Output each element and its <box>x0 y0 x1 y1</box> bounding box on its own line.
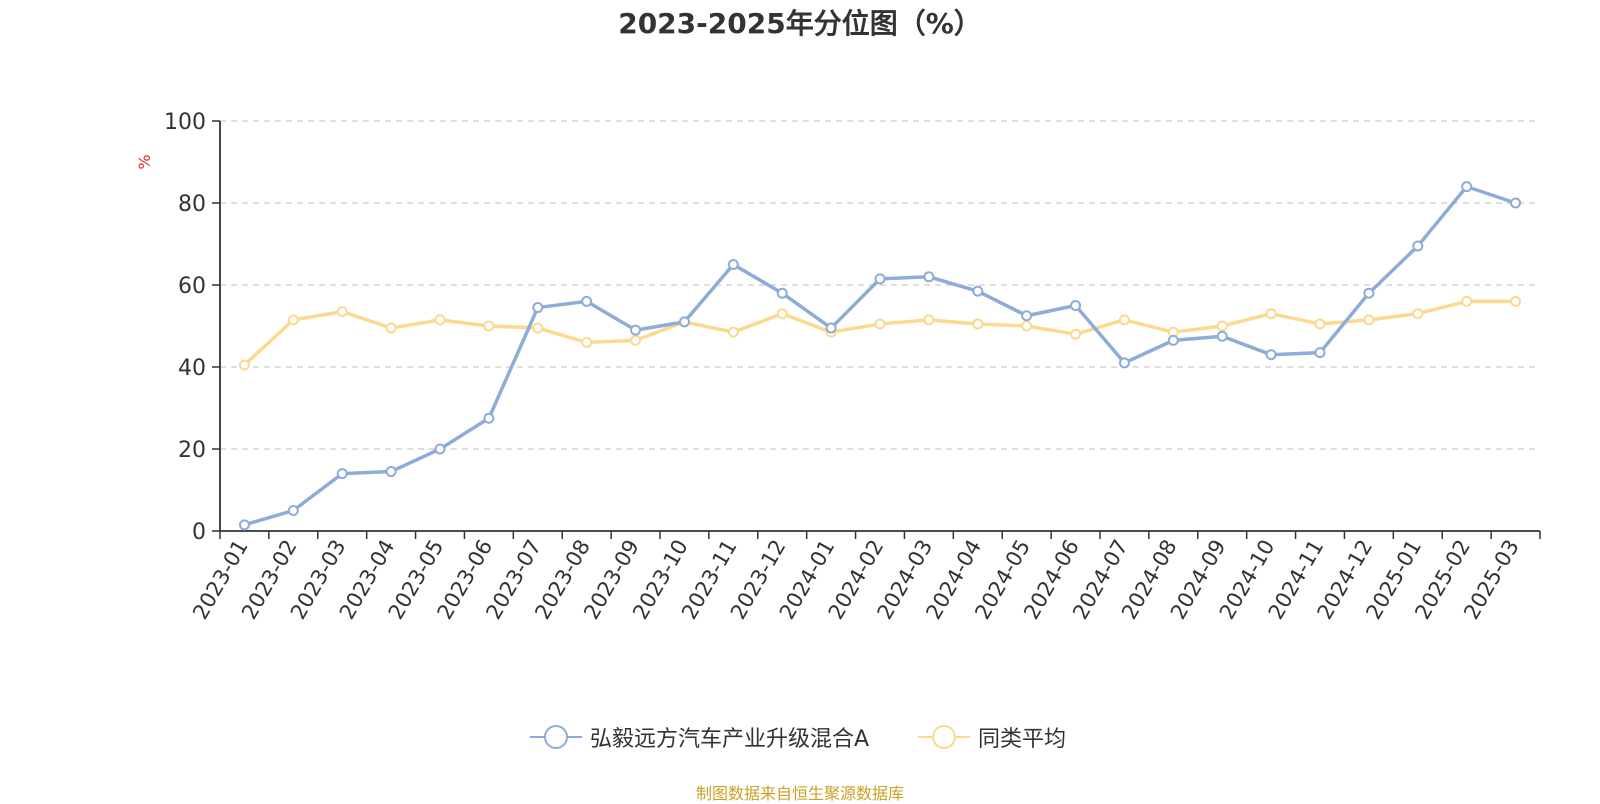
y-tick-label: 0 <box>192 520 206 545</box>
y-tick-label: 20 <box>178 438 206 463</box>
data-point-1 <box>630 334 642 346</box>
legend-marker-icon <box>918 725 970 749</box>
data-point-0 <box>1510 197 1522 209</box>
legend-marker-icon <box>530 725 582 749</box>
legend-label-fund: 弘毅远方汽车产业升级混合A <box>590 727 870 752</box>
data-point-1 <box>532 322 544 334</box>
data-point-0 <box>678 316 690 328</box>
y-tick-label: 40 <box>178 356 206 381</box>
data-point-0 <box>1265 349 1277 361</box>
data-point-0 <box>1118 357 1130 369</box>
data-point-0 <box>923 271 935 283</box>
legend-label-average: 同类平均 <box>978 727 1067 752</box>
data-point-0 <box>825 322 837 334</box>
data-point-1 <box>972 318 984 330</box>
data-point-1 <box>1021 320 1033 332</box>
data-point-0 <box>581 295 593 307</box>
data-point-1 <box>385 322 397 334</box>
data-point-1 <box>1314 318 1326 330</box>
data-point-1 <box>287 314 299 326</box>
data-point-0 <box>238 519 250 531</box>
data-point-0 <box>1216 330 1228 342</box>
axes <box>212 120 1541 539</box>
data-point-1 <box>1412 308 1424 320</box>
y-tick-label: 100 <box>164 110 206 135</box>
series-line-1 <box>243 299 1516 367</box>
data-point-0 <box>1021 310 1033 322</box>
data-point-0 <box>1070 300 1082 311</box>
data-point-1 <box>581 336 593 348</box>
data-point-1 <box>238 359 250 371</box>
data-point-1 <box>1118 314 1130 326</box>
series-lines <box>238 181 1522 531</box>
data-point-1 <box>483 320 495 332</box>
data-point-1 <box>923 314 935 326</box>
legend-item-fund[interactable]: 弘毅远方汽车产业升级混合A <box>530 722 869 752</box>
data-point-0 <box>1314 347 1326 359</box>
data-point-0 <box>483 412 495 424</box>
data-point-1 <box>1363 314 1375 326</box>
data-point-0 <box>1363 287 1375 299</box>
grid-lines <box>220 120 1540 450</box>
data-point-1 <box>727 326 739 338</box>
data-point-1 <box>1510 295 1522 307</box>
data-point-1 <box>336 306 348 318</box>
data-point-0 <box>385 466 397 478</box>
y-tick-label: 80 <box>178 192 206 217</box>
data-point-1 <box>1461 295 1473 307</box>
data-point-0 <box>874 273 886 285</box>
data-point-0 <box>1167 334 1179 346</box>
data-point-1 <box>1265 308 1277 320</box>
data-point-0 <box>434 443 446 455</box>
data-point-1 <box>874 318 886 330</box>
source-note: 制图数据来自恒生聚源数据库 <box>695 784 904 803</box>
data-point-0 <box>287 505 299 516</box>
data-point-0 <box>1461 181 1473 193</box>
series-line-0 <box>243 184 1517 527</box>
legend-item-average[interactable]: 同类平均 <box>918 722 1066 752</box>
data-point-0 <box>630 324 642 336</box>
data-point-0 <box>776 287 788 299</box>
data-point-0 <box>336 468 348 480</box>
data-point-0 <box>972 285 984 297</box>
data-point-1 <box>1070 328 1082 340</box>
y-tick-label: 60 <box>178 274 206 299</box>
chart-title: 2023-2025年分位图（%） <box>618 7 982 40</box>
data-point-1 <box>434 314 446 326</box>
y-axis-label: % <box>135 154 154 169</box>
data-point-0 <box>727 259 739 270</box>
data-point-0 <box>532 302 544 314</box>
data-point-0 <box>1412 240 1424 252</box>
data-point-1 <box>776 308 788 320</box>
data-point-1 <box>1216 320 1228 332</box>
